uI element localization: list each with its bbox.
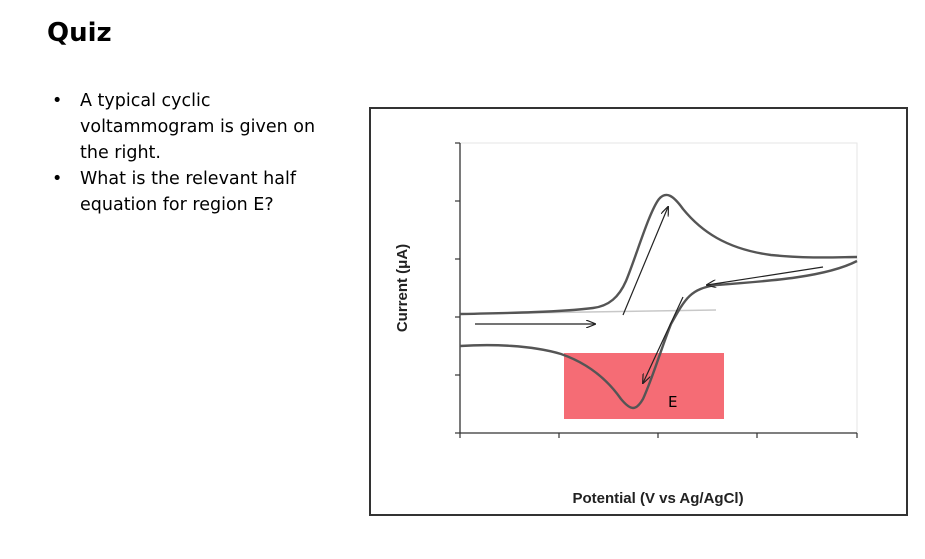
- y-axis-label: Current (μA): [394, 244, 411, 332]
- scan-direction-arrow: [643, 296, 684, 383]
- bullet-item: What is the relevant half equation for r…: [52, 166, 337, 218]
- x-axis-label: Potential (V vs Ag/AgCl): [572, 490, 743, 507]
- region-e-label: E: [668, 393, 677, 411]
- scan-direction-arrow: [707, 266, 824, 285]
- region-e-highlight: [564, 353, 724, 419]
- voltammogram-plot: E Current (μA) Potential (V vs Ag/AgCl): [394, 142, 858, 507]
- y-axis-ticks: [455, 142, 460, 434]
- cv-forward-scan: [459, 193, 858, 316]
- bullet-item: A typical cyclic voltammogram is given o…: [52, 88, 337, 166]
- cv-reverse-scan: [459, 259, 858, 410]
- x-axis-ticks: [459, 433, 858, 438]
- voltammogram-figure: E Current (μA) Potential (V vs Ag/AgCl): [369, 107, 908, 516]
- slide-title: Quiz: [47, 18, 112, 48]
- scan-direction-arrow: [622, 207, 668, 316]
- bullet-list: A typical cyclic voltammogram is given o…: [52, 88, 337, 218]
